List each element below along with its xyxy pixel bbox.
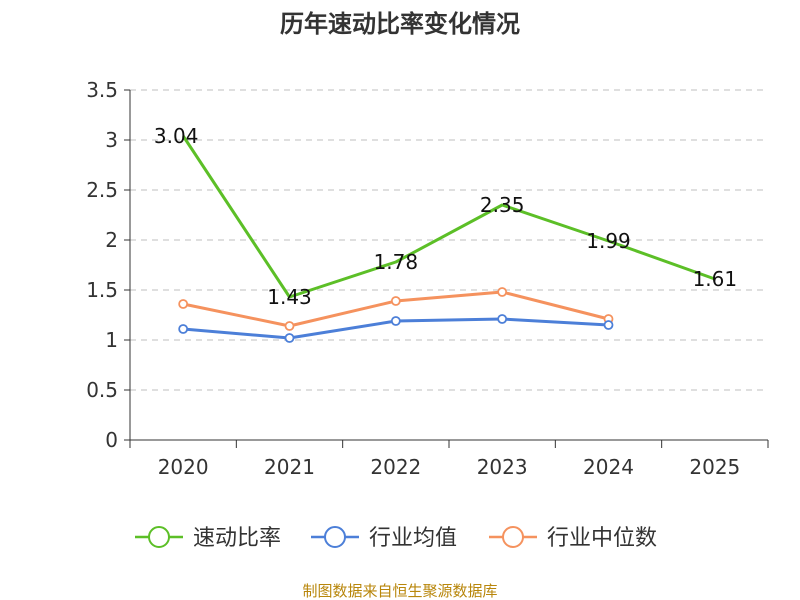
data-label: 2.35 <box>480 193 525 217</box>
legend-marker <box>148 526 170 548</box>
x-tick-label: 2022 <box>370 455 421 479</box>
series-point-2[interactable] <box>178 299 189 309</box>
data-label: 1.99 <box>586 229 631 253</box>
series-point-1[interactable] <box>284 333 295 343</box>
legend-marker <box>502 526 524 548</box>
series-point-1[interactable] <box>497 314 508 324</box>
grid-lines <box>130 89 768 391</box>
y-tick-label: 2 <box>105 228 118 252</box>
y-tick-label: 0.5 <box>86 378 118 402</box>
source-note: 制图数据来自恒生聚源数据库 <box>302 582 497 600</box>
y-tick-label: 1.5 <box>86 278 118 302</box>
axes: 0 0.5 1 1.5 2 2.5 3 3.5 2020 2021 2022 2023 2024 2025 <box>86 78 769 479</box>
y-tick-label: 1 <box>105 328 118 352</box>
y-tick-label: 3 <box>105 128 118 152</box>
legend[interactable]: 速动比率 行业均值 行业中位数 <box>135 526 657 551</box>
data-labels: 3.04 1.43 1.78 2.35 1.99 1.61 <box>154 124 737 309</box>
series-point-2[interactable] <box>390 296 401 306</box>
legend-item-2[interactable]: 行业中位数 <box>489 526 657 551</box>
series-point-2[interactable] <box>284 321 295 331</box>
y-tick-label: 2.5 <box>86 178 118 202</box>
series-point-2[interactable] <box>497 287 508 297</box>
x-tick-label: 2021 <box>264 455 315 479</box>
legend-label: 行业中位数 <box>547 526 657 551</box>
legend-item-0[interactable]: 速动比率 <box>135 526 281 551</box>
data-label: 1.61 <box>693 267 738 291</box>
series-line-0 <box>181 135 716 299</box>
x-tick-label: 2024 <box>583 455 634 479</box>
data-label: 1.43 <box>267 285 312 309</box>
x-tick-label: 2025 <box>689 455 740 479</box>
data-label: 3.04 <box>154 124 199 148</box>
x-tick-label: 2023 <box>477 455 528 479</box>
data-label: 1.78 <box>374 250 419 274</box>
legend-item-1[interactable]: 行业均值 <box>311 526 457 551</box>
legend-label: 行业均值 <box>369 526 457 551</box>
x-tick-label: 2020 <box>158 455 209 479</box>
y-tick-label: 3.5 <box>86 78 118 102</box>
series-layer <box>178 135 716 343</box>
series-point-1[interactable] <box>603 320 614 330</box>
series-point-1[interactable] <box>178 324 189 334</box>
y-tick-label: 0 <box>105 428 118 452</box>
legend-marker <box>324 526 346 548</box>
series-point-1[interactable] <box>390 316 401 326</box>
chart-title: 历年速动比率变化情况 <box>280 10 520 38</box>
legend-label: 速动比率 <box>193 526 281 551</box>
